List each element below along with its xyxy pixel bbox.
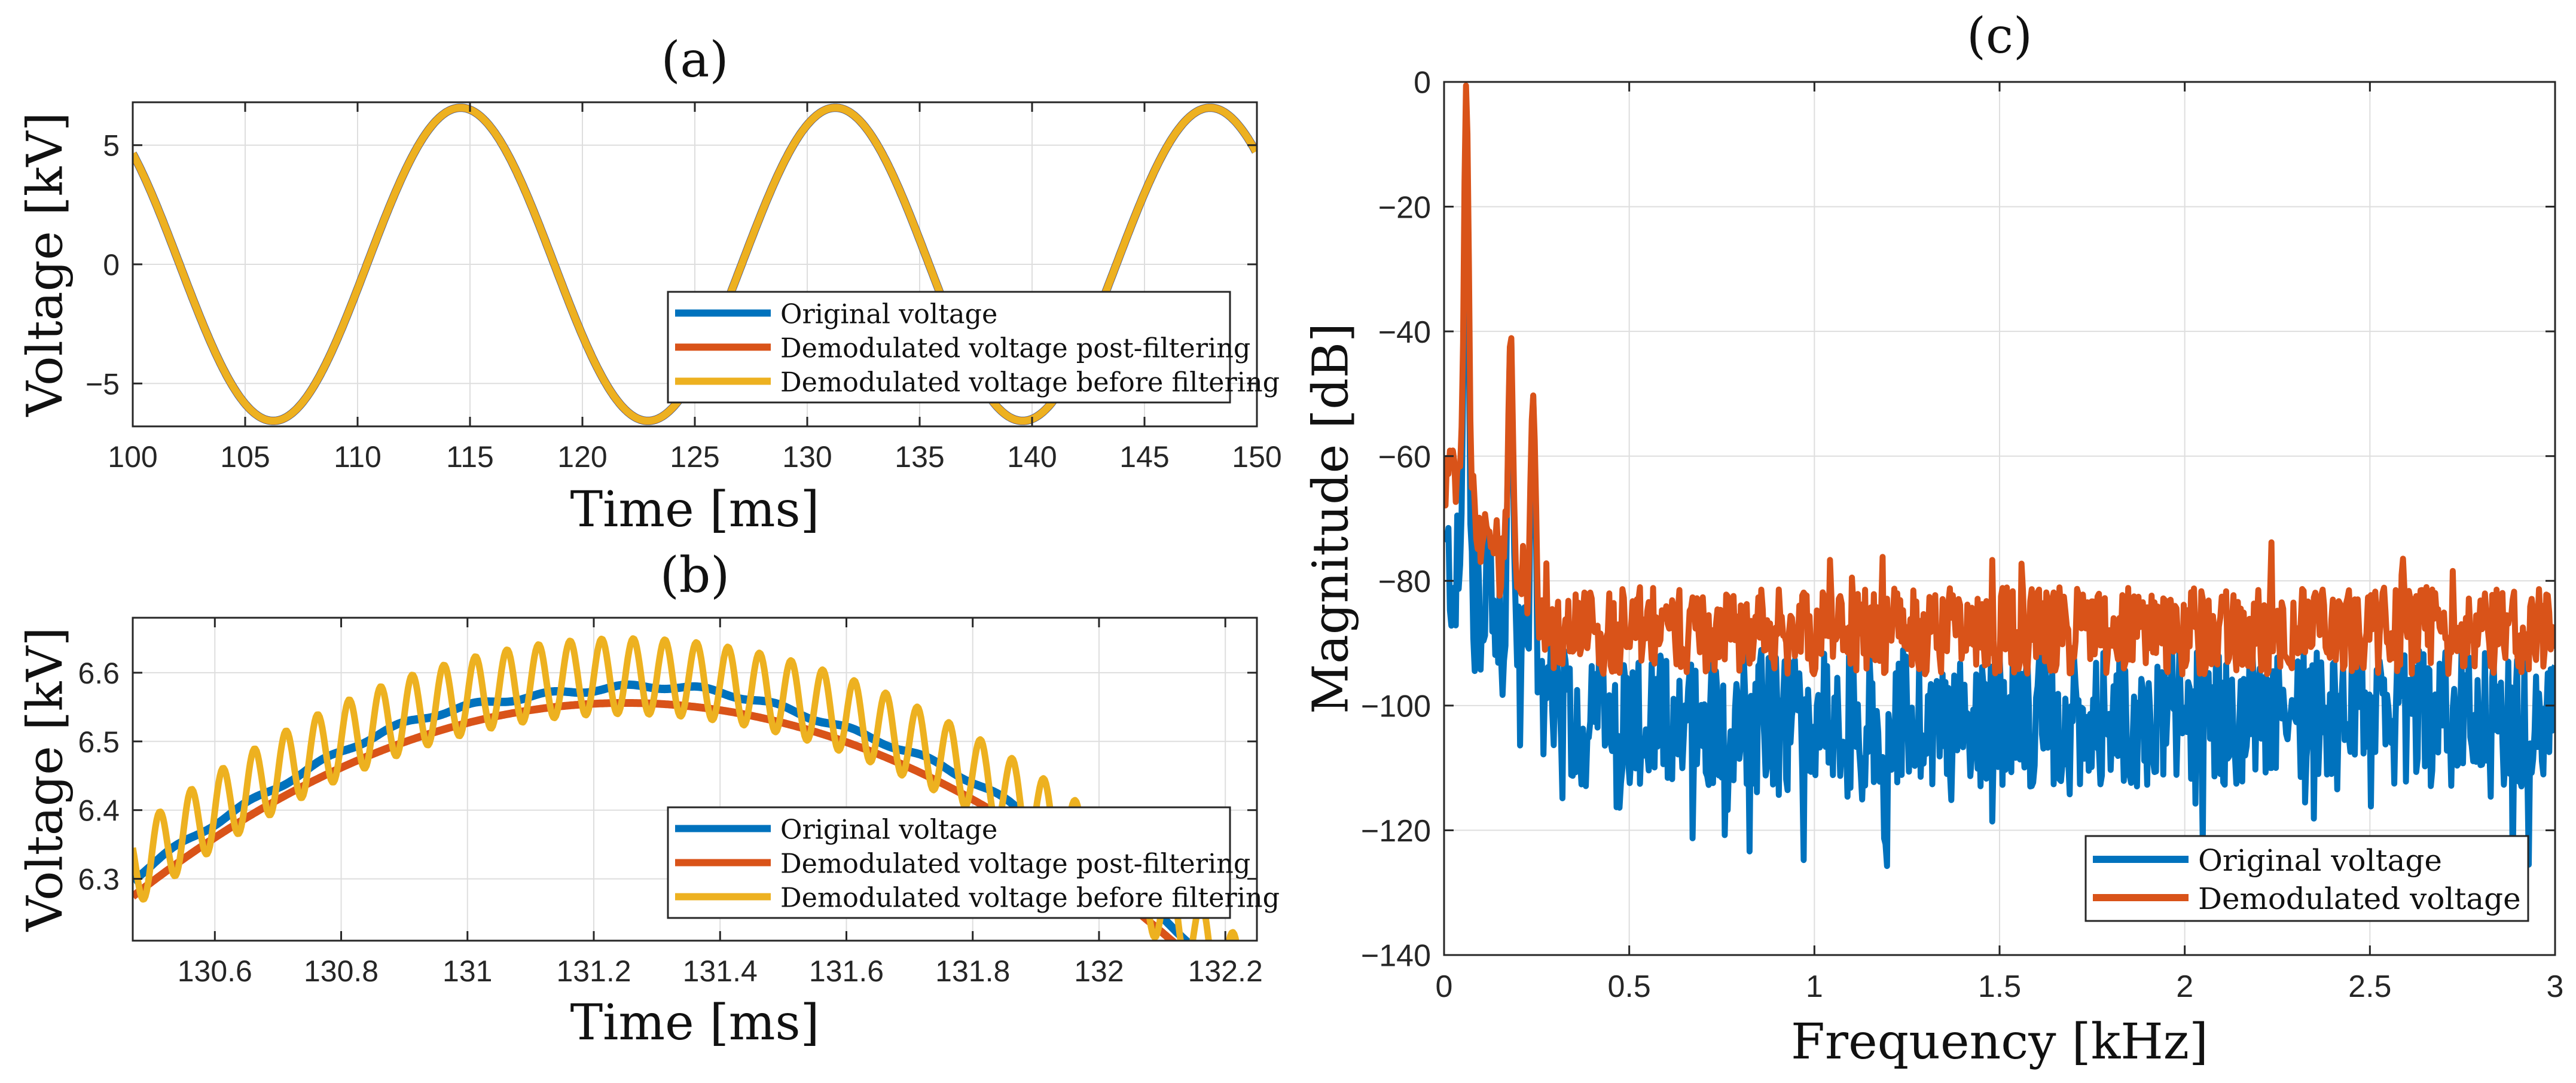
panel-b-x-tick-label: 131.6: [809, 954, 884, 988]
panel-c-x-tick-label: 1.5: [1978, 969, 2021, 1004]
panel-a-title: (a): [661, 32, 729, 89]
panel-c-y-tick-label: −40: [1378, 315, 1431, 350]
panel-c-y-tick-label: −20: [1378, 190, 1431, 225]
panel-a-x-tick-label: 100: [108, 440, 157, 474]
panel-a-legend-entry: Demodulated voltage before filtering: [780, 368, 1280, 398]
panel-b-x-tick-label: 132: [1074, 954, 1124, 988]
panel-a-legend-entry: Demodulated voltage post-filtering: [780, 334, 1250, 364]
panel-b-legend-entry: Demodulated voltage post-filtering: [780, 849, 1250, 880]
panel-c-y-tick-label: −80: [1378, 565, 1431, 599]
panel-a-x-tick-label: 105: [220, 440, 270, 474]
panel-c-legend-entry: Original voltage: [2198, 843, 2442, 878]
panel-b-y-tick-label: 6.3: [78, 863, 120, 896]
panel-a-x-tick-label: 110: [334, 440, 381, 474]
panel-c-grid: [1443, 81, 2556, 956]
panel-a-x-axis-label: Time [ms]: [570, 481, 819, 538]
panel-a-y-axis-label: Voltage [kV]: [17, 112, 74, 417]
panel-c-plot-area: [1444, 83, 2555, 877]
panel-b-legend-entry: Demodulated voltage before filtering: [780, 883, 1280, 914]
panel-c-y-axis-label: Magnitude [dB]: [1303, 323, 1360, 714]
panel-c-title: (c): [1967, 8, 2032, 65]
panel-a-x-tick-label: 135: [895, 440, 944, 474]
panel-a-x-tick-label: 125: [670, 440, 719, 474]
panel-c-x-tick-label: 0: [1436, 969, 1453, 1004]
panel-c-x-tick-label: 0.5: [1608, 969, 1651, 1004]
panel-b-x-tick-label: 132.2: [1188, 954, 1263, 988]
panel-b-x-tick-label: 131: [442, 954, 492, 988]
panel-b-title: (b): [660, 547, 730, 604]
panel-b-x-tick-label: 131.2: [556, 954, 631, 988]
panel-c-x-tick-label: 3: [2547, 969, 2564, 1004]
panel-a-x-tick-label: 150: [1232, 440, 1281, 474]
panel-c-x-axis-label: Frequency [kHz]: [1791, 1014, 2208, 1070]
panel-c-y-tick-label: −100: [1361, 690, 1431, 724]
panel-c-y-tick-label: 0: [1414, 66, 1431, 100]
panel-c: 0 0.5 1 1.5 2 2.5 3 −140 −120 −100 −80 −60 −40 −20 0 (…: [1303, 8, 2564, 1070]
panel-b-y-axis-label: Voltage [kV]: [17, 627, 74, 932]
panel-b-y-tick-label: 6.5: [78, 725, 120, 759]
panel-a-ticks: 100 105 110 115 120 125 130 135 140 145 150 −5 0 5: [86, 102, 1282, 474]
panel-b-legend-entry: Original voltage: [780, 815, 997, 846]
panel-b-axes-box: [132, 617, 1258, 942]
panel-c-series-line: [1444, 83, 2555, 678]
panel-c-y-tick-label: −60: [1378, 440, 1431, 474]
panel-b-x-tick-label: 130.6: [178, 954, 252, 988]
panel-c-y-tick-label: −120: [1361, 814, 1431, 849]
panel-a-x-tick-label: 130: [782, 440, 832, 474]
panel-c-x-tick-label: 2: [2176, 969, 2193, 1004]
panel-b-y-tick-label: 6.4: [78, 794, 120, 828]
panel-c-legend-box: [2084, 835, 2529, 922]
panel-a-y-tick-label: 0: [103, 248, 120, 282]
panel-a-x-tick-label: 120: [557, 440, 607, 474]
panel-a-x-tick-label: 115: [446, 440, 494, 474]
panel-c-legend-entry: Demodulated voltage: [2198, 881, 2521, 916]
panel-b-x-tick-label: 130.8: [304, 954, 379, 988]
panel-a-y-tick-label: 5: [103, 129, 120, 163]
panel-b: 130.6 130.8 131 131.2 131.4 131.6 131.8 132 132.…: [17, 547, 1280, 1051]
panel-c-ticks: 0 0.5 1 1.5 2 2.5 3 −140 −120 −100 −80 −60 −40 −20 0: [1361, 66, 2564, 1004]
panel-c-x-tick-label: 1: [1806, 969, 1823, 1004]
panel-a-legend-entry: Original voltage: [780, 300, 997, 330]
panel-b-y-tick-label: 6.6: [78, 657, 120, 690]
panel-a-x-tick-label: 145: [1119, 440, 1169, 474]
panel-c-y-tick-label: −140: [1361, 939, 1431, 974]
panel-b-x-tick-label: 131.8: [935, 954, 1010, 988]
panel-b-ticks: 130.6 130.8 131 131.2 131.4 131.6 131.8 132 132.…: [78, 618, 1263, 988]
panel-a-x-tick-label: 140: [1007, 440, 1057, 474]
panel-a-legend: Original voltage Demodulated voltage post…: [667, 291, 1280, 404]
panel-b-x-axis-label: Time [ms]: [570, 994, 819, 1051]
panel-a-y-tick-label: −5: [86, 367, 120, 401]
panel-b-x-tick-label: 131.4: [683, 954, 758, 988]
panel-a: 100 105 110 115 120 125 130 135 140 145 150 −5 0 5 (a…: [17, 32, 1282, 538]
panel-c-x-tick-label: 2.5: [2348, 969, 2391, 1004]
